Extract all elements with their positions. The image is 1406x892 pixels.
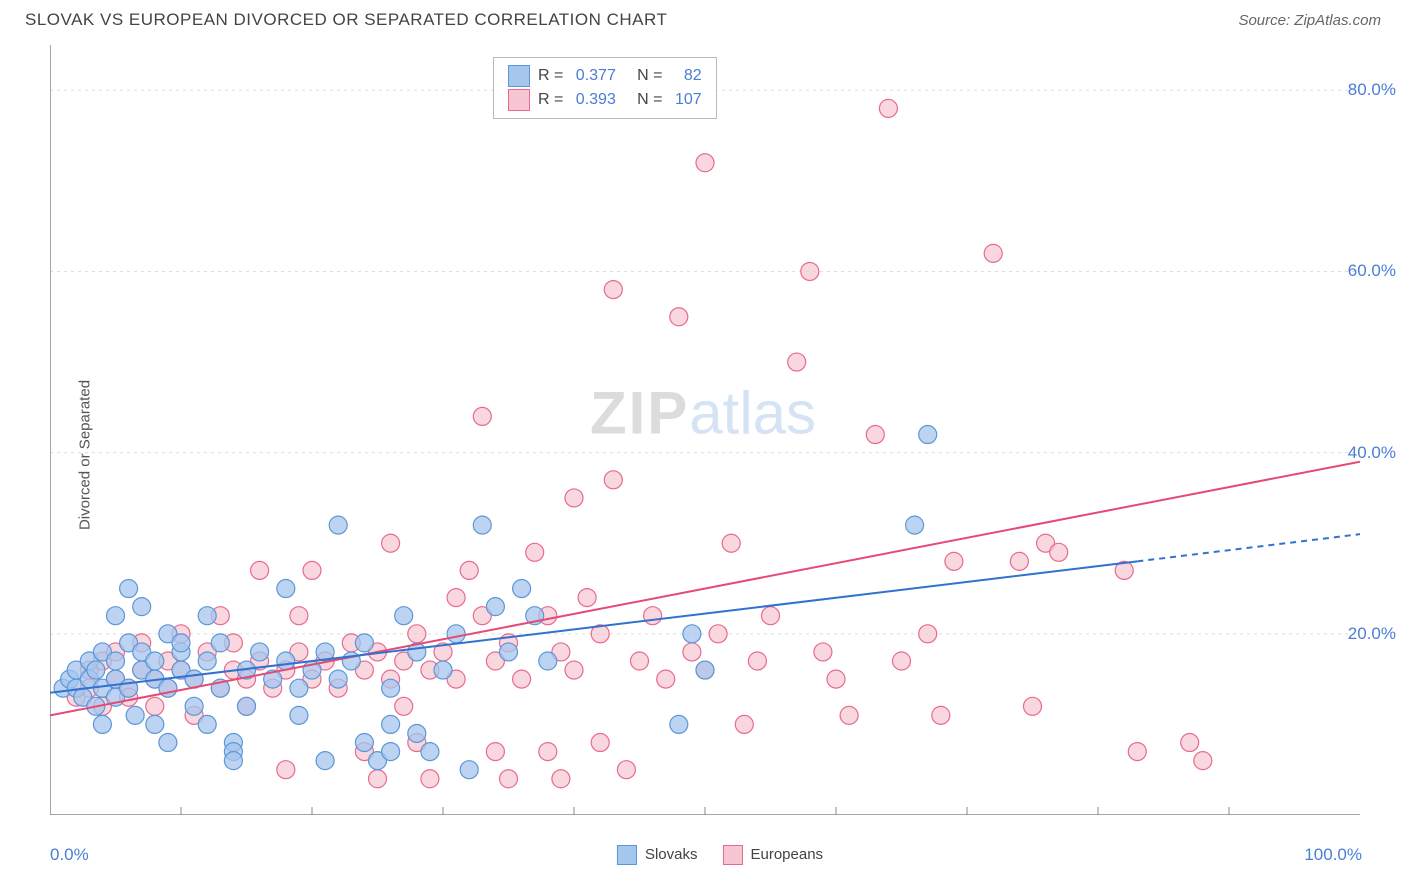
scatter-plot: [50, 45, 1360, 815]
x-axis-row: 0.0% Slovaks Europeans 100.0%: [50, 845, 1390, 875]
europeans-legend-label: Europeans: [750, 846, 823, 863]
slovaks-stat-swatch: [508, 65, 530, 87]
europeans-stat-swatch: [508, 89, 530, 111]
stats-legend: R = 0.377 N = 82R = 0.393 N = 107: [493, 57, 717, 119]
header-bar: SLOVAK VS EUROPEAN DIVORCED OR SEPARATED…: [0, 0, 1406, 35]
x-axis-max-label: 100.0%: [1304, 845, 1362, 865]
legend-row-europeans: R = 0.393 N = 107: [508, 88, 702, 112]
europeans-legend-item: Europeans: [722, 845, 823, 865]
y-tick-label: 40.0%: [1348, 443, 1396, 463]
legend-row-slovaks: R = 0.377 N = 82: [508, 64, 702, 88]
y-tick-label: 20.0%: [1348, 624, 1396, 644]
slovaks-legend-label: Slovaks: [645, 846, 698, 863]
slovaks-legend-item: Slovaks: [617, 845, 698, 865]
series-legend: Slovaks Europeans: [617, 845, 823, 865]
y-tick-label: 60.0%: [1348, 261, 1396, 281]
chart-container: Divorced or Separated ZIPatlas R = 0.377…: [0, 35, 1406, 875]
chart-title: SLOVAK VS EUROPEAN DIVORCED OR SEPARATED…: [25, 10, 667, 30]
y-tick-label: 80.0%: [1348, 80, 1396, 100]
x-axis-min-label: 0.0%: [50, 845, 89, 865]
slovaks-swatch: [617, 845, 637, 865]
europeans-swatch: [722, 845, 742, 865]
source-credit: Source: ZipAtlas.com: [1238, 12, 1381, 29]
